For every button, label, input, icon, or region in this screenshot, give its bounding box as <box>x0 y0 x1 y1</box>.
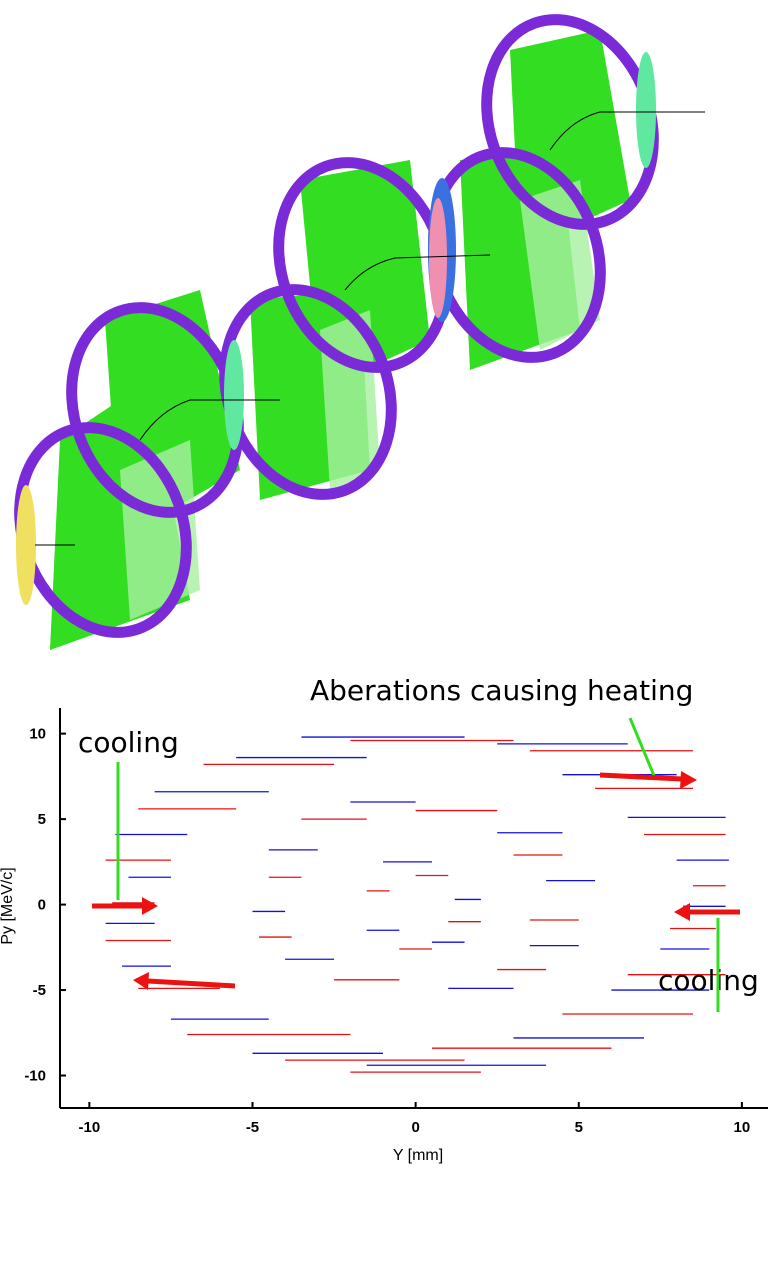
yellow-disc <box>16 485 36 605</box>
y-axis-label: Py [MeV/c] <box>0 867 16 944</box>
y-tick-label: -5 <box>33 982 46 999</box>
y-tick-label: 5 <box>38 811 46 828</box>
x-tick-label: 10 <box>734 1119 751 1136</box>
arrowhead <box>133 972 149 990</box>
teal-disc <box>636 52 656 168</box>
x-tick-label: -10 <box>79 1119 101 1136</box>
x-tick-label: 5 <box>575 1119 583 1136</box>
x-tick-label: -5 <box>246 1119 259 1136</box>
arrow <box>147 978 236 989</box>
pointer <box>628 717 657 779</box>
x-axis-label: Y [mm] <box>393 1147 443 1164</box>
pink-disc <box>429 198 447 318</box>
y-tick-label: -10 <box>24 1068 46 1085</box>
annotation: Aberations causing heating <box>310 674 693 707</box>
y-tick-label: 0 <box>38 897 46 914</box>
annotation: cooling <box>658 964 759 997</box>
x-tick-label: 0 <box>411 1119 419 1136</box>
phase-space-plot: -10 -5 0 5 10 -10 -5 0 5 10 <box>24 726 750 1136</box>
y-tick-label: 10 <box>29 726 46 743</box>
coil-rendering <box>14 14 705 650</box>
teal-disc <box>224 340 244 450</box>
arrowhead <box>674 903 690 921</box>
annotation: cooling <box>78 726 179 759</box>
beam-trajectory <box>35 111 705 546</box>
arrowhead <box>142 897 158 915</box>
arrow <box>599 772 683 782</box>
arrowhead <box>680 771 697 789</box>
